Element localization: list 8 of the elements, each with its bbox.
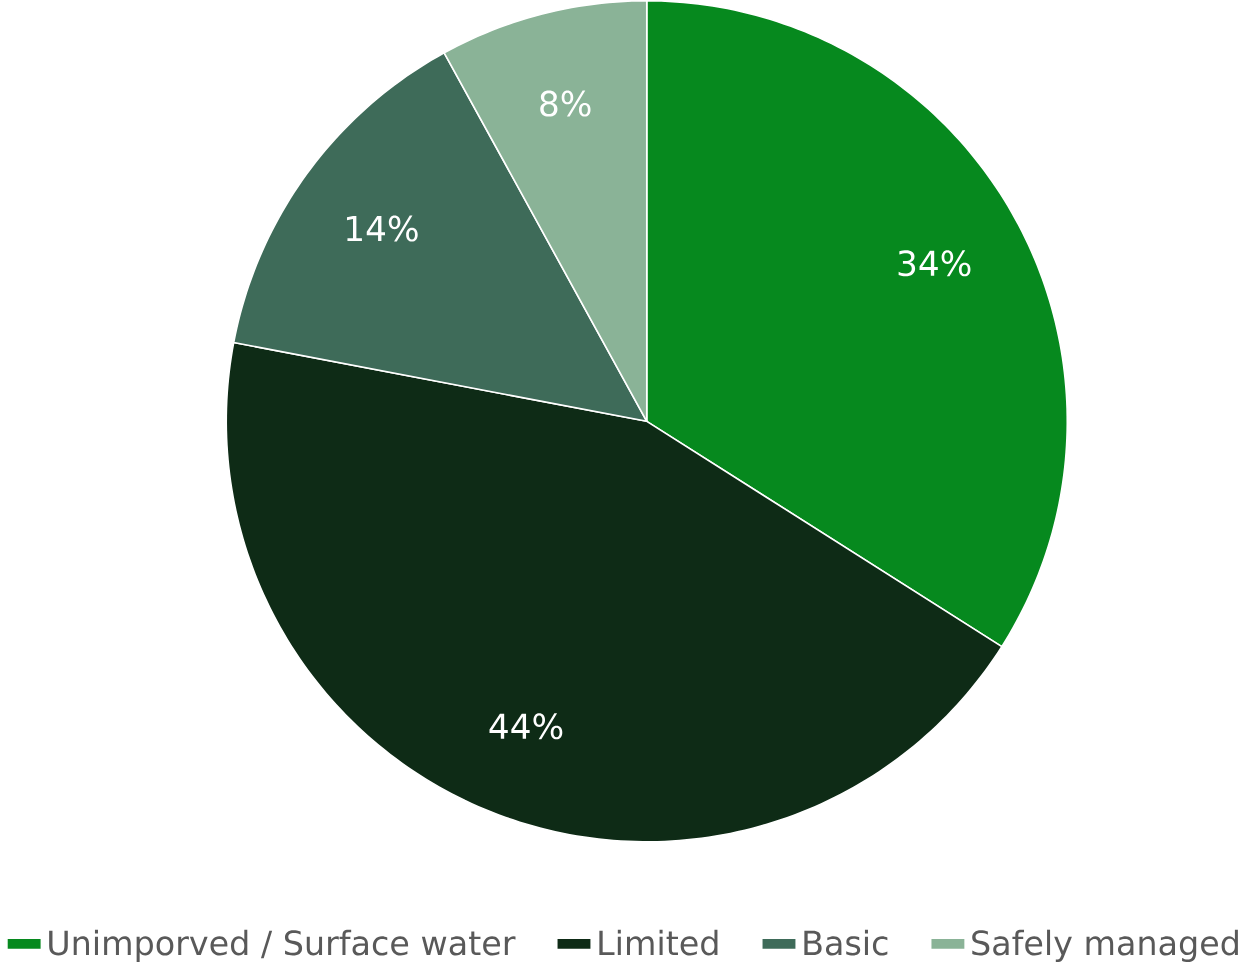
data-label: 8% — [540, 90, 591, 117]
legend-label: Safely managed — [972, 929, 1238, 962]
legend-label: Limited — [599, 929, 718, 956]
legend-label: Unimporved / Surface water — [49, 929, 516, 962]
legend-label: Basic — [804, 929, 888, 956]
data-label: 14% — [346, 215, 418, 242]
data-label: 44% — [489, 713, 563, 740]
data-label: 34% — [898, 250, 971, 277]
